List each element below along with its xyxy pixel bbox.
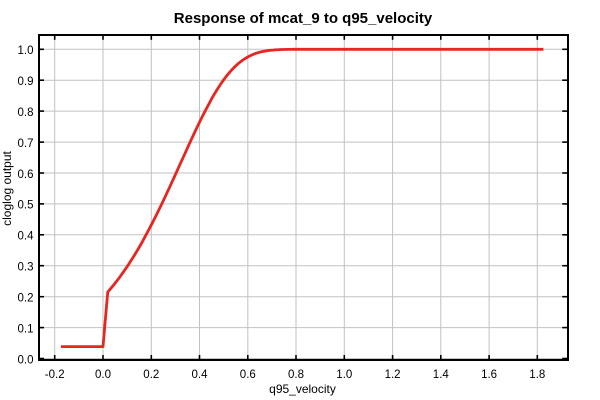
svg-text:Response of mcat_9 to q95_velo: Response of mcat_9 to q95_velocity [174,10,433,27]
svg-text:1.0: 1.0 [18,45,34,57]
svg-text:cloglog output: cloglog output [0,150,14,225]
svg-text:0.2: 0.2 [18,293,34,305]
svg-text:0.1: 0.1 [18,323,34,335]
svg-text:0.8: 0.8 [288,369,304,381]
svg-text:1.4: 1.4 [433,369,450,381]
svg-text:0.6: 0.6 [18,169,34,181]
svg-text:q95_velocity: q95_velocity [269,382,336,396]
svg-text:0.9: 0.9 [18,76,34,88]
svg-text:0.7: 0.7 [18,138,34,150]
svg-text:0.0: 0.0 [18,354,34,366]
svg-text:-0.2: -0.2 [45,369,65,381]
svg-text:0.0: 0.0 [95,369,111,381]
svg-text:1.6: 1.6 [481,369,497,381]
svg-text:0.8: 0.8 [18,107,34,119]
svg-text:1.0: 1.0 [336,369,352,381]
svg-text:1.2: 1.2 [385,369,401,381]
svg-text:0.2: 0.2 [143,369,159,381]
svg-text:0.4: 0.4 [18,231,35,243]
svg-text:0.6: 0.6 [240,369,256,381]
svg-text:0.3: 0.3 [18,262,34,274]
svg-text:0.4: 0.4 [192,369,209,381]
svg-text:1.8: 1.8 [529,369,545,381]
svg-text:0.5: 0.5 [18,200,34,212]
